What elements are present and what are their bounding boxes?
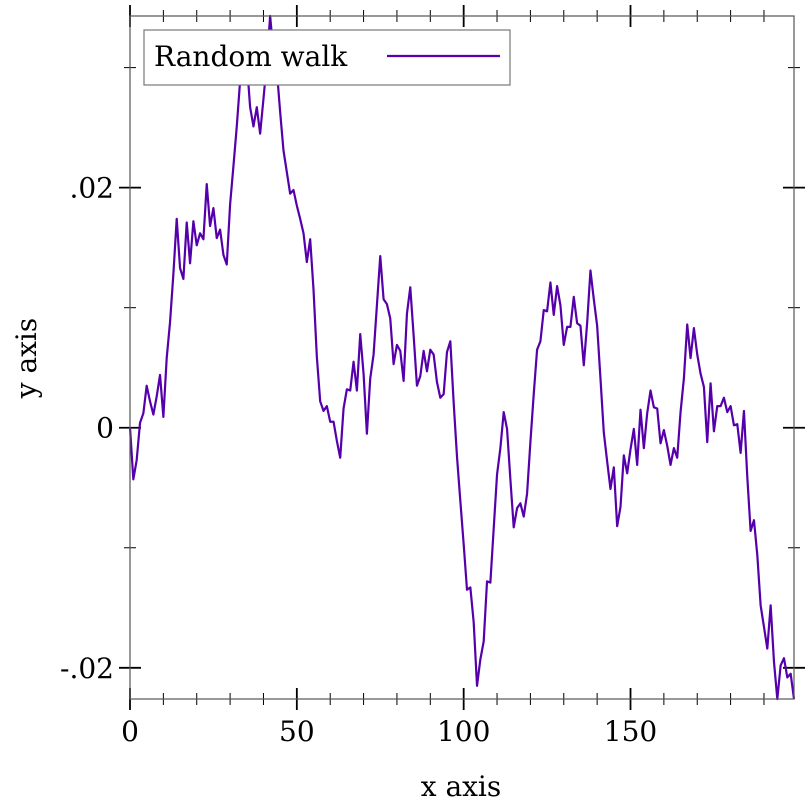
y-tick-label: 0 (96, 412, 114, 445)
x-axis-label: x axis (421, 770, 502, 803)
ticks-layer (119, 5, 805, 710)
legend: Random walk (143, 29, 511, 86)
y-tick-label: .02 (69, 172, 114, 205)
plot-frame (129, 15, 795, 700)
series-line-random-walk (128, 14, 796, 701)
x-tick-label: 100 (437, 715, 490, 748)
x-tick-label: 150 (604, 715, 657, 748)
x-tick-label: 50 (279, 715, 315, 748)
x-tick-label: 0 (121, 715, 139, 748)
legend-box (143, 29, 511, 86)
legend-entry-random-walk: Random walk (154, 40, 348, 73)
tick-labels-layer: 0 50 100 150-.020.02 (60, 172, 657, 748)
y-axis-label: y axis (10, 318, 43, 400)
y-tick-label: -.02 (60, 652, 114, 685)
